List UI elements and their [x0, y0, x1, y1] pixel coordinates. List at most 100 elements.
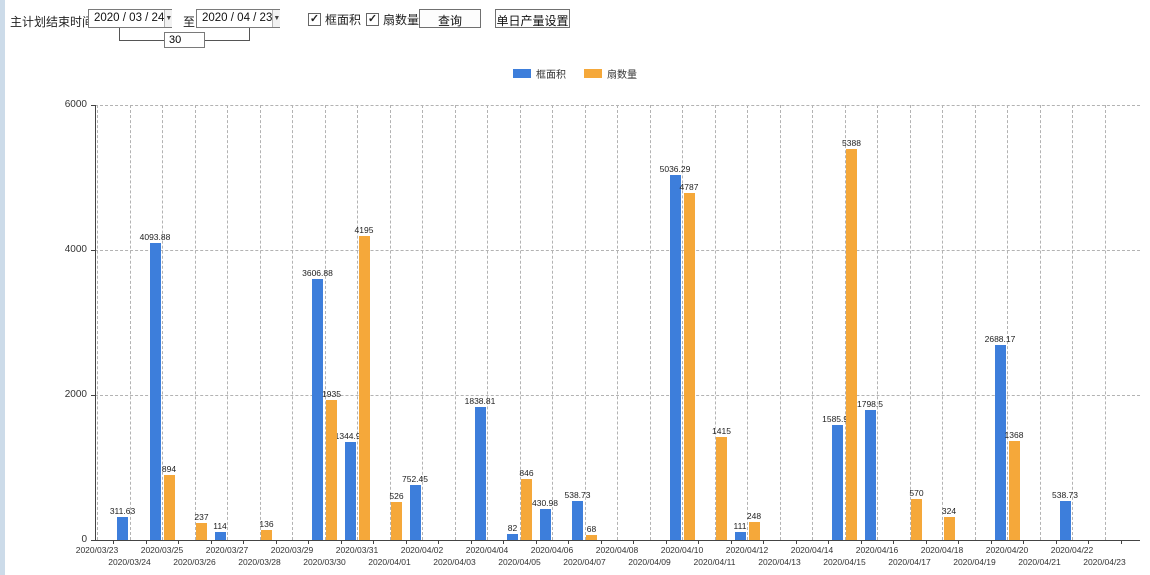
gridline [1072, 105, 1073, 540]
x-axis-label: 2020/04/05 [498, 557, 541, 567]
gridline [747, 105, 748, 540]
bar-frame-area [734, 531, 746, 540]
x-axis-tick [990, 540, 992, 544]
x-axis-tick [763, 540, 765, 544]
gridline [95, 105, 1140, 106]
bar-value-label: 894 [161, 464, 177, 475]
x-axis-label: 2020/04/20 [985, 545, 1029, 555]
x-axis-tick [958, 540, 960, 544]
x-axis-label: 2020/03/28 [238, 557, 281, 567]
bar-frame-area [474, 406, 486, 540]
x-axis-tick [600, 540, 602, 544]
bar-frame-area [409, 485, 421, 540]
x-axis-tick [145, 540, 147, 544]
bar-value-label: 526 [389, 490, 404, 501]
gridline [389, 105, 391, 540]
bar-value-label: 311.63 [109, 506, 136, 517]
bar-value-label: 1838.81 [464, 395, 496, 406]
x-axis-label: 2020/04/19 [953, 557, 996, 567]
x-axis-tick [795, 540, 797, 544]
x-axis-label: 2020/04/21 [1018, 557, 1061, 567]
x-axis-tick [113, 540, 115, 544]
frame-area-swatch [513, 69, 531, 78]
gridline [357, 105, 358, 540]
y-axis-label: 0 [81, 534, 87, 545]
bar-frame-area [1059, 500, 1071, 540]
x-axis-tick [698, 540, 700, 544]
x-axis-label: 2020/04/17 [888, 557, 931, 567]
x-axis-label: 2020/03/31 [335, 545, 379, 555]
gridline [909, 105, 911, 540]
bar-value-label: 82 [507, 523, 518, 534]
bar-value-label: 5036.29 [659, 163, 691, 174]
gridline [877, 105, 878, 540]
x-axis-tick [860, 540, 862, 544]
chevron-down-icon[interactable]: ▼ [272, 10, 281, 27]
bar-sash-count [911, 498, 922, 540]
bracket-line [204, 40, 250, 41]
bar-frame-area [572, 500, 583, 540]
chart-legend: 框面积 扇数量 [0, 66, 1150, 81]
x-axis-label: 2020/04/13 [758, 557, 801, 567]
date-from-combobox[interactable]: 2020 / 03 / 24 ▼ [88, 9, 173, 28]
x-axis [95, 540, 1140, 541]
x-axis-label: 2020/04/07 [563, 557, 606, 567]
x-axis-tick [470, 540, 472, 544]
gridline [682, 105, 683, 540]
x-axis-label: 2020/04/11 [693, 557, 736, 567]
gridline [97, 105, 98, 540]
bar-frame-area [832, 425, 843, 540]
x-axis-tick [633, 540, 635, 544]
gridline [584, 105, 586, 540]
sash-count-checkbox-label: 扇数量 [383, 13, 420, 27]
bracket-line [119, 28, 120, 41]
bar-value-label: 248 [746, 511, 762, 522]
x-axis-tick [1055, 540, 1057, 544]
x-axis-label: 2020/04/03 [433, 557, 476, 567]
y-axis-tick [91, 250, 95, 251]
bar-frame-area [507, 534, 518, 540]
gridline [942, 105, 943, 540]
x-axis-tick [925, 540, 927, 544]
x-axis-label: 2020/04/06 [530, 545, 574, 555]
plan-end-time-label: 主计划结束时间: [10, 15, 98, 29]
daily-output-settings-button[interactable]: 单日产量设置 [495, 9, 570, 28]
bar-sash-count [358, 235, 370, 540]
bar-sash-count [261, 530, 272, 540]
x-axis-tick [1120, 540, 1122, 544]
gridline [292, 105, 293, 540]
query-button[interactable]: 查询 [419, 9, 481, 28]
date-to-combobox[interactable]: 2020 / 04 / 23 ▼ [196, 9, 281, 28]
gridline [194, 105, 196, 540]
gridline [779, 105, 781, 540]
legend-sash-count-label: 扇数量 [607, 70, 637, 81]
bar-sash-count [326, 399, 337, 540]
gridline [487, 105, 488, 540]
x-axis-label: 2020/04/10 [660, 545, 704, 555]
sash-count-checkbox[interactable]: ✓ 扇数量 [366, 11, 419, 28]
bar-frame-area [669, 174, 681, 540]
gridline [454, 105, 456, 540]
x-axis-label: 2020/03/29 [270, 545, 314, 555]
x-axis-tick [893, 540, 895, 544]
x-axis-tick [373, 540, 375, 544]
days-interval-input[interactable] [164, 32, 205, 48]
y-axis [95, 105, 96, 540]
x-axis-tick [828, 540, 830, 544]
frame-area-checkbox[interactable]: ✓ 框面积 [308, 11, 361, 28]
x-axis-tick [178, 540, 180, 544]
gridline [812, 105, 813, 540]
to-label: 至: [183, 15, 199, 29]
bar-sash-count [196, 522, 207, 540]
bar-frame-area [312, 278, 323, 540]
chevron-down-icon[interactable]: ▼ [164, 10, 173, 27]
x-axis-label: 2020/04/16 [855, 545, 899, 555]
x-axis-label: 2020/04/23 [1083, 557, 1126, 567]
gridline [519, 105, 521, 540]
y-axis-tick [91, 395, 95, 396]
y-axis-label: 4000 [64, 244, 87, 255]
x-axis-label: 2020/04/12 [725, 545, 769, 555]
bar-value-label: 3606.88 [302, 267, 333, 278]
check-icon: ✓ [308, 13, 321, 26]
bar-value-label: 1368 [1004, 429, 1024, 440]
